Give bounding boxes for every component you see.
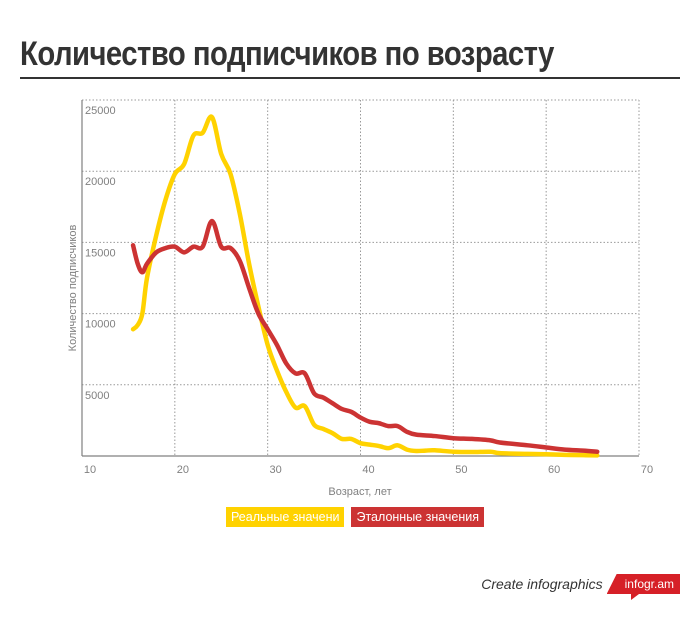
infogram-logo-badge[interactable]: infogr.am [606,574,680,594]
y-axis-title: Количество подписчиков [67,225,79,352]
create-infographics-link[interactable]: Create infographics [481,576,603,592]
chart-series [130,114,600,458]
x-tick-label: 60 [548,464,560,476]
legend-item-real[interactable]: Реальные значени [226,507,345,527]
y-tick-label: 20000 [85,176,116,188]
badge-tail-icon [631,594,639,600]
chart-legend: Реальные значени Эталонные значения [226,507,485,527]
page-title: Количество подписчиков по возрасту [20,35,554,73]
x-tick-label: 70 [641,464,653,476]
y-tick-label: 15000 [85,247,116,259]
x-tick-label: 10 [84,464,96,476]
x-tick-label: 30 [270,464,282,476]
infogram-branding[interactable]: Create infographics infogr.am [481,574,680,594]
x-tick-label: 50 [455,464,467,476]
series-line-real [130,114,600,458]
series-line-reference [130,218,600,454]
x-tick-label: 20 [177,464,189,476]
chart-grid [82,99,640,456]
y-tick-label: 25000 [85,105,116,117]
y-tick-label: 5000 [85,390,109,402]
x-axis-title: Возраст, лет [328,486,391,498]
title-underline [20,77,680,79]
y-tick-label: 10000 [85,319,116,331]
legend-item-reference[interactable]: Эталонные значения [351,507,485,527]
x-tick-label: 40 [362,464,374,476]
